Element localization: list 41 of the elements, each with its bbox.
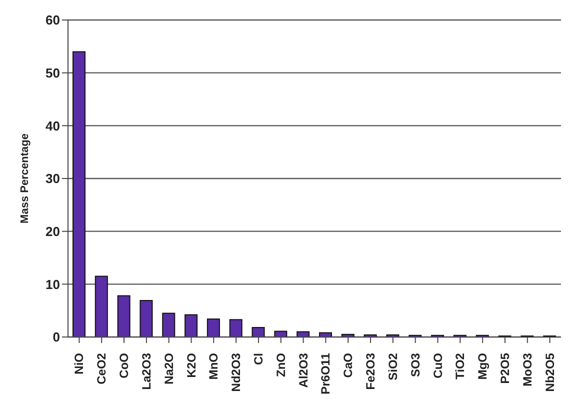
bar bbox=[229, 319, 242, 337]
y-tick-label: 10 bbox=[46, 276, 60, 292]
bar bbox=[274, 330, 288, 337]
x-tick-label: Pr6O11 bbox=[318, 352, 333, 394]
x-tick-label: MgO bbox=[476, 353, 490, 380]
x-tick-label: P2O5 bbox=[498, 352, 512, 384]
y-tick-label: 30 bbox=[46, 171, 60, 186]
bar bbox=[296, 331, 310, 337]
x-tick-label: CaO bbox=[341, 353, 356, 378]
x-tick-label: MnO bbox=[206, 353, 221, 380]
x-tick-label: CuO bbox=[430, 353, 445, 378]
x-tick-label: NiO bbox=[72, 353, 86, 374]
bar bbox=[252, 326, 265, 337]
x-tick-label: Nb2O5 bbox=[542, 352, 557, 392]
x-tick-label: Nd2O3 bbox=[229, 352, 244, 392]
y-tick-label: 40 bbox=[46, 118, 60, 134]
x-tick-label: Na2O bbox=[162, 353, 176, 384]
bar bbox=[162, 312, 176, 337]
x-tick-label: CoO bbox=[117, 353, 132, 378]
x-tick-label: MoO3 bbox=[520, 352, 534, 386]
x-tick-label: Fe2O3 bbox=[364, 352, 378, 390]
bar bbox=[206, 318, 220, 337]
x-tick-label: SO3 bbox=[408, 352, 422, 378]
x-tick-label: SiO2 bbox=[386, 352, 400, 380]
bar bbox=[72, 51, 86, 337]
x-tick-label: Cl bbox=[251, 353, 266, 365]
x-tick-label: Al2O3 bbox=[296, 352, 310, 388]
x-tick-label: TiO2 bbox=[453, 352, 468, 380]
bar bbox=[117, 295, 130, 337]
bar bbox=[184, 314, 198, 337]
y-tick-label: 50 bbox=[46, 65, 60, 80]
y-axis-title: Mass Percentage bbox=[18, 134, 31, 224]
y-tick-label: 0 bbox=[52, 330, 60, 345]
x-tick-label: ZnO bbox=[274, 353, 288, 377]
x-tick-label: La2O3 bbox=[139, 352, 154, 390]
y-tick-label: 20 bbox=[46, 224, 60, 239]
bar bbox=[140, 300, 153, 337]
y-tick-label: 60 bbox=[46, 12, 60, 28]
x-tick-label: K2O bbox=[184, 353, 198, 378]
bar bbox=[94, 276, 108, 337]
x-tick-label: CeO2 bbox=[94, 352, 109, 384]
